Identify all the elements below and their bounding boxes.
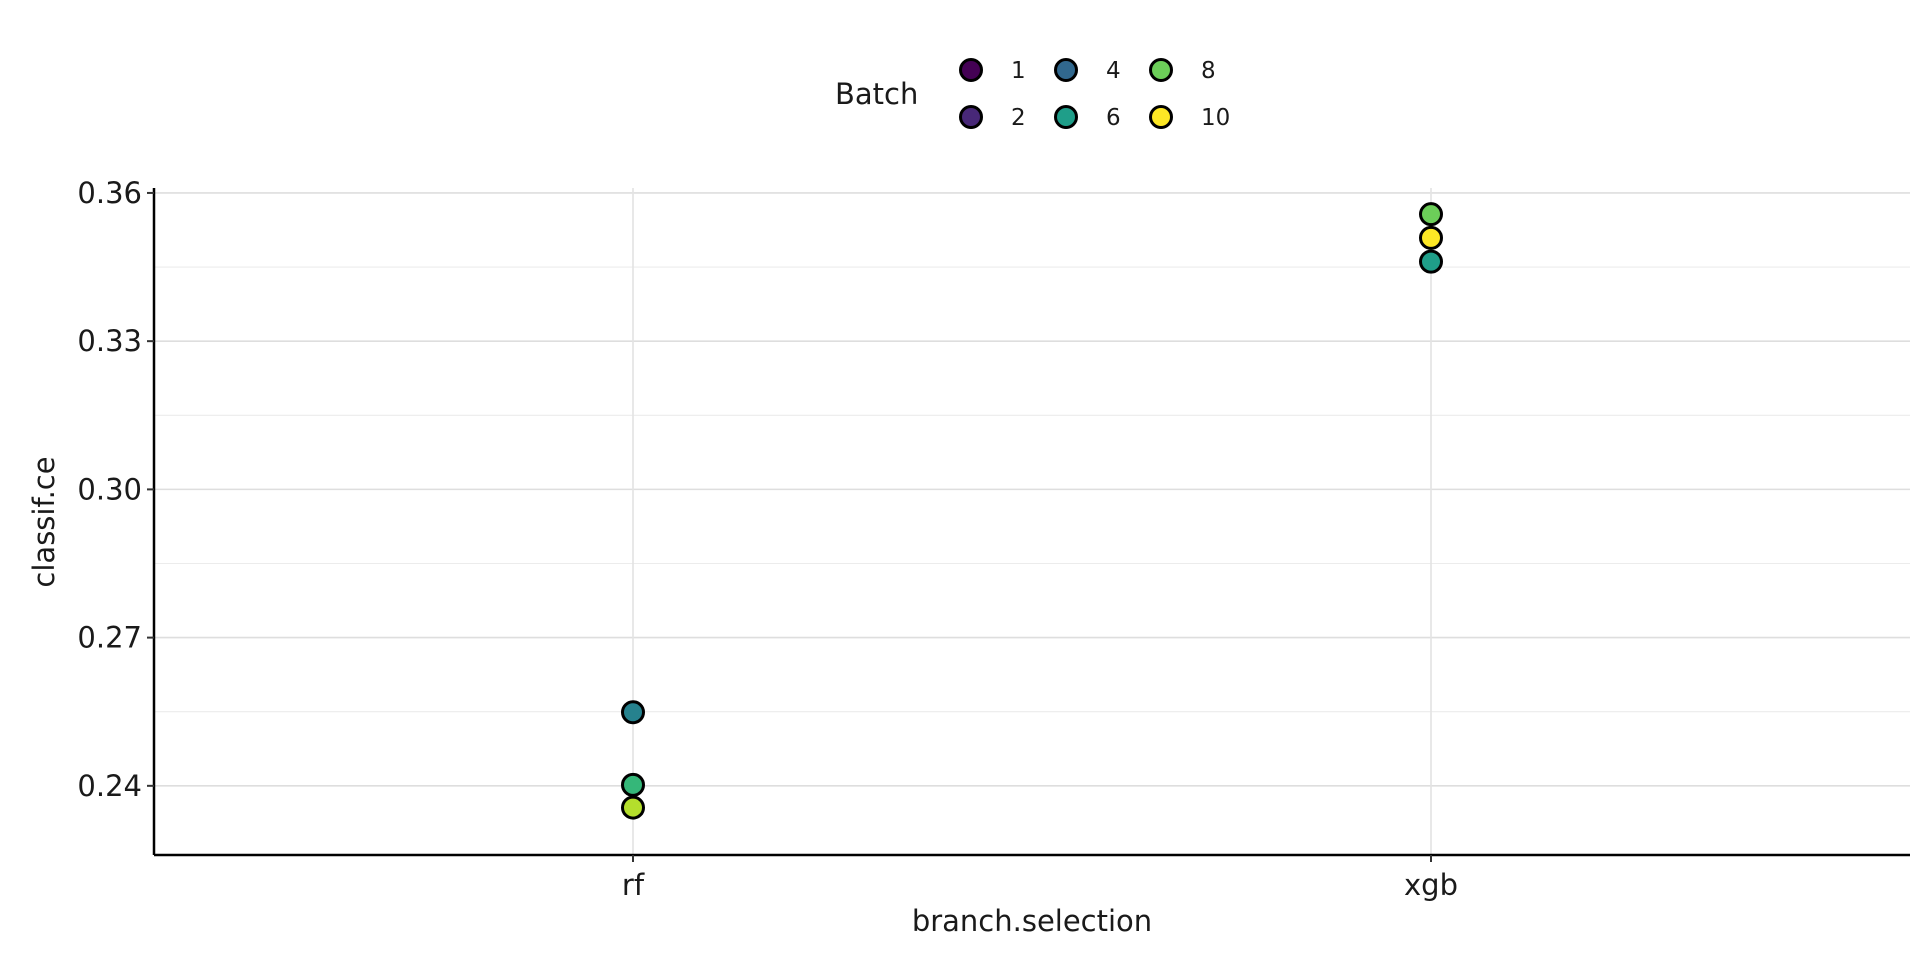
- axes: [152, 188, 1910, 857]
- legend-label-1: 1: [1011, 58, 1026, 84]
- x-axis-title: branch.selection: [912, 904, 1152, 938]
- legend-key-10: [1149, 105, 1173, 129]
- legend-key-1: [959, 58, 983, 82]
- legend-label-6: 6: [1106, 105, 1121, 131]
- y-tick-label-0: 0.24: [77, 769, 142, 803]
- legend-key-8: [1149, 58, 1173, 82]
- legend: Batch 1 2 4 6 8 10: [835, 58, 1230, 131]
- x-ticks: rf xgb: [622, 855, 1458, 902]
- y-tick-label-4: 0.36: [77, 176, 142, 210]
- data-point-xgb-4: [1419, 225, 1443, 250]
- legend-title: Batch: [835, 77, 918, 111]
- legend-label-2: 2: [1011, 105, 1026, 131]
- x-tick-label-xgb: xgb: [1404, 868, 1458, 902]
- legend-label-8: 8: [1201, 58, 1216, 84]
- y-tick-label-1: 0.27: [77, 621, 142, 655]
- y-tick-label-3: 0.33: [77, 324, 142, 358]
- data-point-rf-1: [621, 772, 645, 797]
- data-point-xgb-5: [1419, 249, 1443, 274]
- y-ticks: 0.24 0.27 0.30 0.33 0.36: [77, 176, 154, 803]
- legend-label-10: 10: [1201, 105, 1230, 131]
- grid-lines: [154, 188, 1910, 855]
- data-point-rf-0: [621, 700, 645, 725]
- legend-key-2: [959, 105, 983, 129]
- data-points: [621, 202, 1443, 820]
- legend-key-4: [1054, 58, 1078, 82]
- data-point-xgb-3: [1419, 202, 1443, 227]
- legend-key-6: [1054, 105, 1078, 129]
- y-axis-title: classif.ce: [27, 456, 61, 587]
- legend-label-4: 4: [1106, 58, 1121, 84]
- y-tick-label-2: 0.30: [77, 472, 142, 506]
- data-point-rf-2: [621, 795, 645, 820]
- x-tick-label-rf: rf: [622, 868, 645, 902]
